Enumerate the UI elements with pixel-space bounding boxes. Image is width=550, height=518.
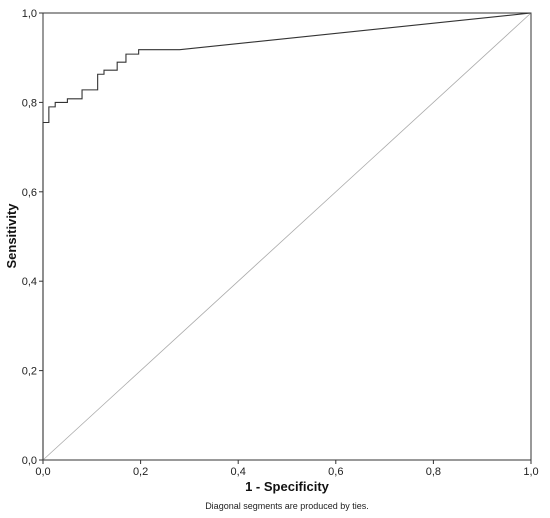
footnote: Diagonal segments are produced by ties. bbox=[205, 501, 369, 511]
x-axis-title: 1 - Specificity bbox=[245, 479, 330, 494]
y-tick-label: 1,0 bbox=[22, 8, 37, 20]
y-tick-label: 0,6 bbox=[22, 187, 37, 199]
x-tick-label: 0,8 bbox=[426, 466, 441, 478]
roc-curve-line bbox=[42, 12, 532, 460]
x-tick-label: 0,2 bbox=[133, 466, 148, 478]
series-layer bbox=[42, 12, 532, 461]
x-axis-ticks: 0,0 0,2 0,4 0,6 0,8 1,0 bbox=[35, 460, 539, 478]
x-tick-label: 1,0 bbox=[523, 466, 538, 478]
y-tick-label: 0,0 bbox=[22, 455, 37, 467]
reference-diagonal-line bbox=[42, 12, 532, 461]
y-axis-ticks: 0,0 0,2 0,4 0,6 0,8 1,0 bbox=[22, 8, 43, 467]
y-tick-label: 0,4 bbox=[22, 276, 37, 288]
x-tick-label: 0,0 bbox=[35, 466, 50, 478]
y-axis-title: Sensitivity bbox=[4, 203, 19, 269]
y-tick-label: 0,8 bbox=[22, 97, 37, 109]
y-tick-label: 0,2 bbox=[22, 366, 37, 378]
x-tick-label: 0,4 bbox=[231, 466, 246, 478]
x-tick-label: 0,6 bbox=[328, 466, 343, 478]
